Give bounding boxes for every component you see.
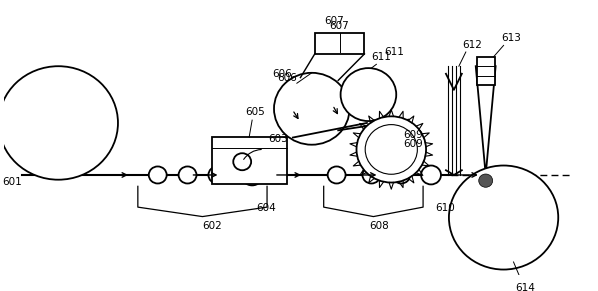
Circle shape bbox=[233, 153, 251, 170]
Circle shape bbox=[356, 116, 426, 182]
Circle shape bbox=[341, 68, 396, 121]
Circle shape bbox=[328, 166, 346, 184]
Text: 607: 607 bbox=[329, 22, 349, 31]
Text: 609: 609 bbox=[403, 130, 423, 140]
Circle shape bbox=[479, 174, 493, 187]
Text: 604: 604 bbox=[256, 203, 276, 213]
Text: 612: 612 bbox=[462, 40, 482, 50]
Circle shape bbox=[209, 166, 226, 184]
Text: 613: 613 bbox=[502, 33, 521, 43]
Bar bbox=[315, 33, 364, 54]
Circle shape bbox=[365, 125, 417, 174]
Text: 602: 602 bbox=[203, 221, 222, 231]
Text: 609: 609 bbox=[403, 139, 423, 149]
Text: 601: 601 bbox=[2, 177, 22, 187]
Text: 603: 603 bbox=[268, 134, 288, 144]
Text: 606: 606 bbox=[277, 72, 297, 83]
Text: 611: 611 bbox=[371, 52, 391, 62]
Text: 611: 611 bbox=[385, 47, 404, 57]
Circle shape bbox=[421, 166, 441, 184]
Bar bbox=[212, 137, 287, 184]
Text: 606: 606 bbox=[272, 69, 292, 79]
Circle shape bbox=[241, 165, 263, 185]
Text: 607: 607 bbox=[324, 16, 343, 26]
Circle shape bbox=[362, 166, 380, 184]
Circle shape bbox=[0, 66, 118, 180]
Circle shape bbox=[449, 166, 559, 269]
Text: 605: 605 bbox=[245, 107, 265, 117]
Text: 614: 614 bbox=[515, 283, 535, 291]
Circle shape bbox=[179, 166, 197, 184]
Text: 610: 610 bbox=[435, 203, 455, 213]
Bar bbox=[477, 57, 495, 85]
Circle shape bbox=[392, 166, 410, 184]
Circle shape bbox=[274, 73, 350, 145]
Circle shape bbox=[149, 166, 167, 184]
Text: 608: 608 bbox=[370, 221, 389, 231]
